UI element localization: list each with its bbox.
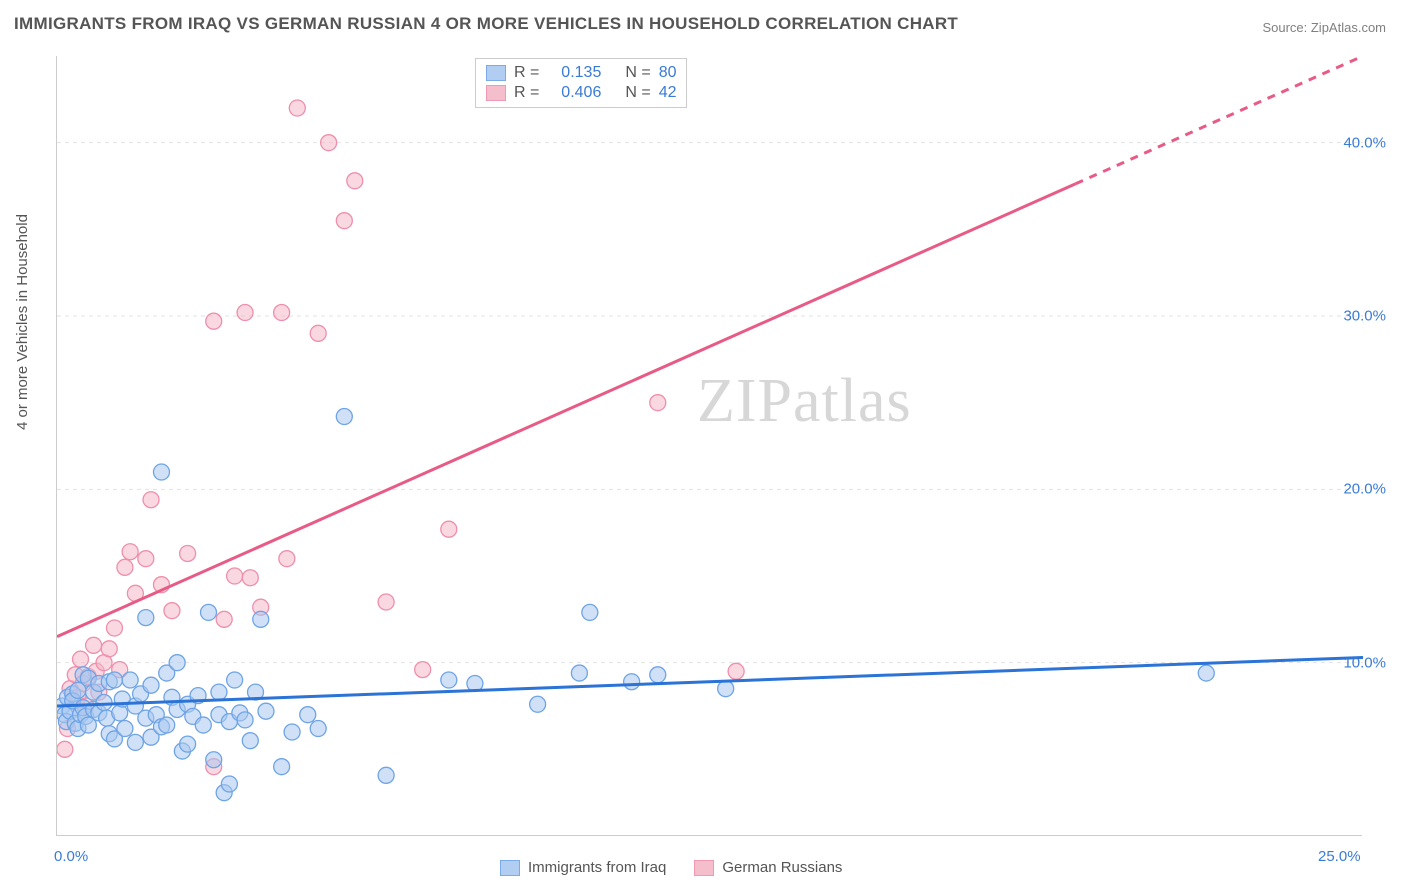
legend-row-iraq: R = 0.135 N = 80	[486, 63, 676, 83]
r-label: R =	[514, 84, 539, 102]
scatter-svg	[57, 56, 1363, 836]
chart-title: IMMIGRANTS FROM IRAQ VS GERMAN RUSSIAN 4…	[14, 14, 958, 34]
correlation-chart: IMMIGRANTS FROM IRAQ VS GERMAN RUSSIAN 4…	[0, 0, 1406, 892]
r-label: R =	[514, 64, 539, 82]
legend-label-german-russian: German Russians	[722, 859, 842, 876]
n-value-iraq: 80	[659, 64, 677, 82]
plot-area: ZIPatlas	[56, 56, 1362, 836]
legend-correlation: R = 0.135 N = 80 R = 0.406 N = 42	[475, 58, 687, 108]
swatch-german-russian	[486, 85, 506, 101]
x-tick-max: 25.0%	[1318, 848, 1361, 865]
y-tick-label: 10.0%	[1343, 654, 1386, 671]
swatch-german-russian-bottom	[694, 860, 714, 876]
n-value-german-russian: 42	[659, 84, 677, 102]
y-tick-label: 20.0%	[1343, 481, 1386, 498]
r-value-iraq: 0.135	[547, 64, 601, 82]
legend-item-german-russian: German Russians	[694, 859, 842, 876]
n-label: N =	[625, 84, 650, 102]
legend-row-german-russian: R = 0.406 N = 42	[486, 83, 676, 103]
y-tick-label: 30.0%	[1343, 308, 1386, 325]
n-label: N =	[625, 64, 650, 82]
x-tick-0: 0.0%	[54, 848, 88, 865]
y-axis-label: 4 or more Vehicles in Household	[14, 214, 31, 430]
y-tick-label: 40.0%	[1343, 134, 1386, 151]
r-value-german-russian: 0.406	[547, 84, 601, 102]
legend-label-iraq: Immigrants from Iraq	[528, 859, 666, 876]
swatch-iraq-bottom	[500, 860, 520, 876]
legend-item-iraq: Immigrants from Iraq	[500, 859, 666, 876]
source-attribution: Source: ZipAtlas.com	[1262, 20, 1386, 35]
swatch-iraq	[486, 65, 506, 81]
legend-series: Immigrants from Iraq German Russians	[500, 859, 842, 876]
